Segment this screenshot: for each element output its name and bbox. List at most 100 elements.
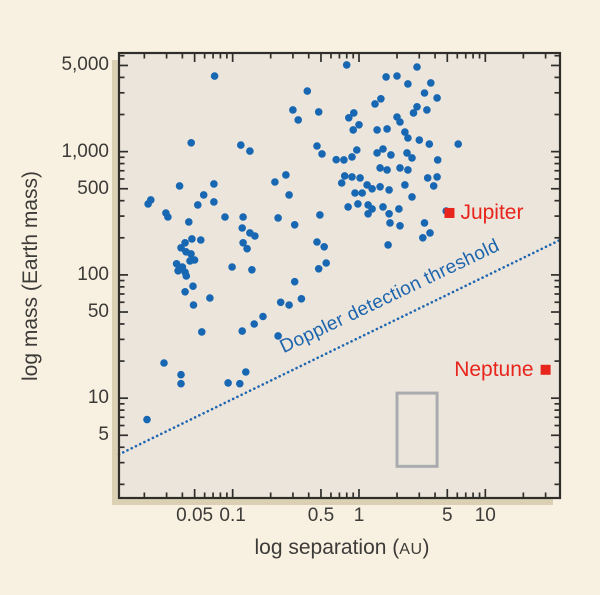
exoplanet-point (350, 109, 358, 117)
microlensing-sensitivity-box (395, 391, 439, 468)
exoplanet-point (198, 328, 206, 336)
exoplanet-point (342, 61, 351, 69)
exoplanet-point (271, 178, 279, 186)
exoplanet-point (297, 295, 306, 303)
exoplanet-point (358, 189, 367, 197)
exoplanet-point (243, 244, 251, 253)
exoplanet-point (197, 236, 205, 244)
x-tick-label: 0.5 (307, 505, 335, 526)
exoplanet-point (382, 73, 390, 81)
exoplanet-point (340, 156, 348, 164)
exoplanet-point (187, 250, 195, 258)
exoplanet-point (368, 185, 376, 193)
neptune-marker (540, 364, 551, 375)
exoplanet-point (383, 166, 391, 174)
exoplanet-point (409, 109, 418, 117)
exoplanet-point (423, 106, 431, 114)
exoplanet-point (186, 257, 194, 265)
exoplanet-point (181, 239, 189, 247)
y-tick-label: 100 (77, 263, 109, 285)
y-tick-label: 5,000 (61, 54, 109, 76)
exoplanet-point (322, 259, 331, 267)
exoplanet-point (318, 150, 326, 158)
plot-frame (117, 51, 562, 500)
exoplanet-point (177, 379, 185, 388)
exoplanet-point (274, 214, 282, 222)
exoplanet-point (403, 149, 411, 157)
x-tick-label: 0.1 (219, 505, 246, 526)
exoplanet-point (188, 235, 196, 243)
exoplanet-point (221, 213, 229, 221)
exoplanet-point (290, 277, 299, 286)
exoplanet-point (427, 79, 435, 87)
exoplanet-point (385, 186, 393, 194)
exoplanet-point (160, 359, 168, 367)
x-tick-label: 0.05 (176, 505, 214, 526)
exoplanet-point (379, 145, 387, 153)
exoplanet-point (396, 118, 404, 126)
exoplanet-point (354, 200, 362, 208)
exoplanet-point (189, 282, 197, 291)
exoplanet-point (349, 126, 358, 134)
y-tick-label: 50 (87, 301, 109, 323)
exoplanet-point (282, 171, 290, 179)
exoplanet-point (384, 241, 392, 249)
exoplanet-point (395, 205, 403, 213)
exoplanet-point (314, 265, 323, 273)
exoplanet-point (396, 164, 404, 172)
exoplanet-point (276, 298, 285, 307)
exoplanet-point (251, 232, 259, 240)
jupiter-marker (444, 207, 455, 218)
exoplanet-point (246, 147, 254, 155)
exoplanet-point (454, 140, 463, 148)
exoplanet-point (238, 327, 246, 335)
x-tick-label: 5 (441, 505, 453, 526)
exoplanet-point (433, 94, 441, 102)
exoplanet-point (274, 332, 282, 340)
x-tick-label: 10 (474, 505, 496, 526)
exoplanet-point (210, 72, 219, 80)
exoplanet-point (401, 128, 409, 136)
exoplanet-point (199, 191, 208, 199)
exoplanet-point (144, 200, 152, 208)
exoplanet-point (377, 95, 385, 103)
exoplanet-point (433, 156, 442, 164)
exoplanet-point (177, 370, 185, 379)
exoplanet-point (164, 213, 172, 221)
y-tick-label: 10 (87, 387, 109, 409)
exoplanet-point (387, 151, 395, 159)
exoplanet-point (237, 141, 245, 149)
exoplanet-point (332, 155, 341, 164)
exoplanet-point (340, 172, 349, 180)
exoplanet-point (285, 191, 293, 199)
exoplanet-point (420, 219, 429, 227)
exoplanet-point (316, 211, 324, 219)
exoplanet-point (376, 183, 384, 191)
exoplanet-point (285, 301, 293, 309)
exoplanet-point (355, 121, 363, 129)
exoplanet-point (182, 272, 191, 280)
exoplanet-point (423, 174, 432, 182)
exoplanet-point (383, 125, 391, 133)
exoplanet-point (174, 267, 182, 275)
exoplanet-point (289, 106, 297, 114)
exoplanet-point (404, 166, 412, 174)
jupiter-label: Jupiter (460, 200, 524, 224)
exoplanet-point (242, 368, 250, 376)
exoplanet-point (413, 63, 421, 71)
exoplanet-point (320, 243, 329, 251)
exoplanet-point (348, 153, 356, 161)
exoplanet-point (250, 320, 258, 328)
exoplanet-point (290, 221, 299, 229)
y-tick-label: 5 (98, 424, 109, 446)
exoplanet-point (143, 415, 151, 424)
exoplanet-point (313, 142, 321, 150)
exoplanet-point (401, 181, 409, 189)
exoplanet-point (353, 146, 361, 154)
exoplanet-point (238, 224, 246, 232)
exoplanet-point (356, 174, 364, 182)
exoplanet-point (294, 116, 303, 124)
y-tick-label: 1,000 (61, 140, 109, 162)
